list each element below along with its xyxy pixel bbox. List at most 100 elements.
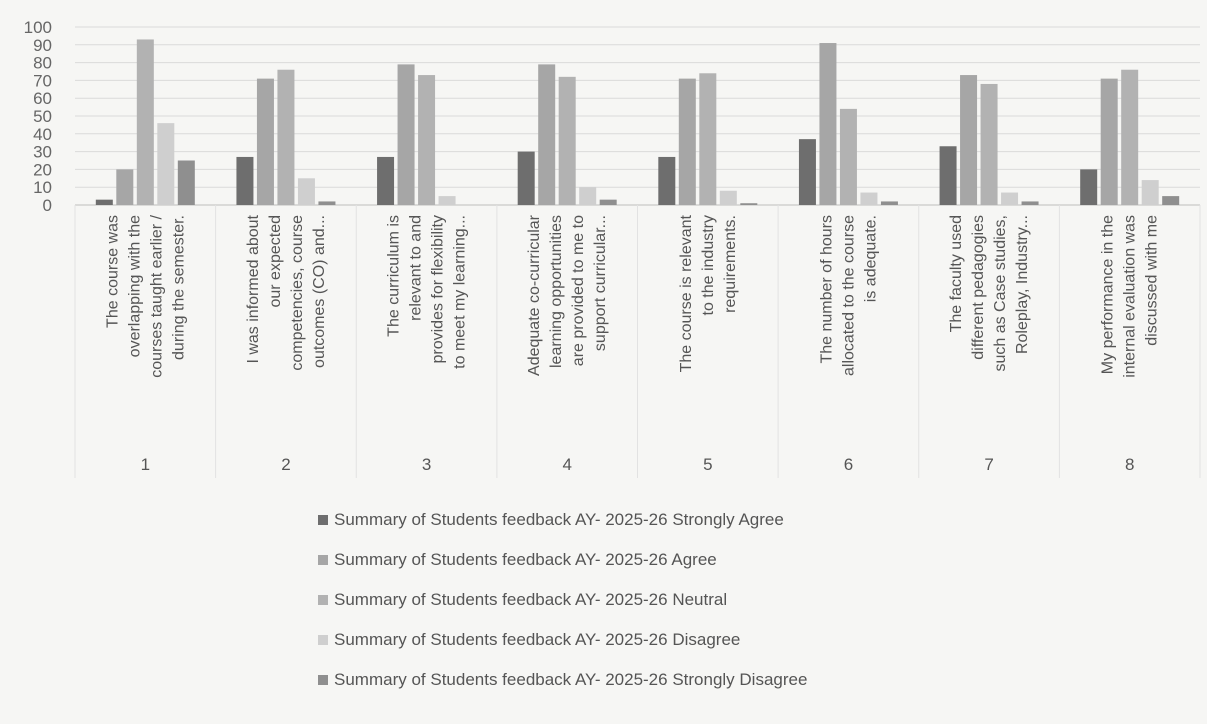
bar bbox=[939, 146, 957, 205]
bar bbox=[658, 156, 676, 205]
bar bbox=[579, 187, 597, 205]
bar bbox=[1121, 69, 1139, 205]
category-label-line: My performance in the bbox=[1100, 215, 1117, 374]
bar bbox=[558, 76, 576, 205]
category-label-line: Adequate co-curricular bbox=[526, 214, 543, 376]
category-label-line: courses taught earlier / bbox=[148, 214, 165, 377]
bar bbox=[438, 196, 456, 205]
bar bbox=[157, 123, 175, 205]
bar bbox=[297, 178, 315, 205]
legend-item: Summary of Students feedback AY- 2025-26… bbox=[318, 540, 807, 580]
bar bbox=[136, 39, 154, 206]
category-number: 6 bbox=[844, 455, 853, 474]
category-label-line: different pedagogies bbox=[970, 215, 987, 360]
bar bbox=[699, 73, 717, 205]
legend-item: Summary of Students feedback AY- 2025-26… bbox=[318, 500, 807, 540]
y-tick-label: 30 bbox=[33, 143, 52, 162]
legend-swatch bbox=[318, 515, 328, 525]
category-label-line: learning opportunities bbox=[548, 215, 565, 368]
bar bbox=[538, 64, 556, 205]
legend-item: Summary of Students feedback AY- 2025-26… bbox=[318, 620, 807, 660]
bar bbox=[880, 201, 898, 205]
bar bbox=[819, 43, 837, 205]
bar bbox=[116, 169, 134, 205]
bar bbox=[839, 108, 857, 205]
category-label-line: The curriculum is bbox=[386, 215, 403, 337]
category-label-line: I was informed about bbox=[245, 214, 262, 363]
bar bbox=[1100, 78, 1118, 205]
category-number: 4 bbox=[562, 455, 571, 474]
bar bbox=[1001, 192, 1019, 205]
legend: Summary of Students feedback AY- 2025-26… bbox=[318, 500, 807, 700]
bar bbox=[1021, 201, 1039, 205]
bar bbox=[960, 75, 978, 205]
category-label-line: is adequate. bbox=[862, 215, 879, 302]
category-number: 3 bbox=[422, 455, 431, 474]
category-label-line: discussed with me bbox=[1144, 215, 1161, 346]
category-label-line: Roleplay, Industry... bbox=[1014, 215, 1031, 354]
y-tick-label: 0 bbox=[43, 196, 52, 215]
bar bbox=[95, 199, 113, 205]
legend-label: Summary of Students feedback AY- 2025-26… bbox=[334, 550, 717, 569]
bar bbox=[678, 78, 696, 205]
category-label-line: requirements. bbox=[722, 215, 739, 313]
bar bbox=[1162, 196, 1180, 205]
y-tick-label: 20 bbox=[33, 160, 52, 179]
legend-label: Summary of Students feedback AY- 2025-26… bbox=[334, 590, 728, 609]
category-label-line: support curricular... bbox=[592, 215, 609, 351]
legend-item: Summary of Students feedback AY- 2025-26… bbox=[318, 660, 807, 700]
bar bbox=[377, 156, 395, 205]
category-label-line: internal evaluation was bbox=[1122, 215, 1139, 378]
bar bbox=[1141, 180, 1159, 205]
category-label-line: allocated to the course bbox=[840, 215, 857, 376]
category-label-line: during the semester. bbox=[170, 215, 187, 360]
y-tick-label: 70 bbox=[33, 71, 52, 90]
category-label-line: competencies, course bbox=[289, 215, 306, 371]
category-label-line: are provided to me to bbox=[570, 215, 587, 366]
y-tick-label: 100 bbox=[24, 18, 52, 37]
bar bbox=[798, 139, 816, 205]
legend-swatch bbox=[318, 555, 328, 565]
category-number: 7 bbox=[984, 455, 993, 474]
category-label-line: our expected bbox=[267, 215, 284, 308]
category-label-line: The number of hours bbox=[818, 215, 835, 364]
bar bbox=[236, 156, 254, 205]
bar bbox=[719, 190, 737, 205]
legend-label: Summary of Students feedback AY- 2025-26… bbox=[334, 670, 808, 689]
category-number: 2 bbox=[281, 455, 290, 474]
category-number: 1 bbox=[141, 455, 150, 474]
category-label-line: overlapping with the bbox=[126, 215, 143, 357]
legend-label: Summary of Students feedback AY- 2025-26… bbox=[334, 630, 741, 649]
y-tick-label: 50 bbox=[33, 107, 52, 126]
y-tick-label: 80 bbox=[33, 54, 52, 73]
bar bbox=[318, 201, 336, 205]
category-label-line: to the industry bbox=[700, 215, 717, 316]
category-label-line: relevant to and bbox=[408, 215, 425, 321]
legend-swatch bbox=[318, 595, 328, 605]
bar bbox=[740, 203, 758, 205]
category-number: 8 bbox=[1125, 455, 1134, 474]
category-label-line: The course was bbox=[104, 215, 121, 328]
y-tick-label: 10 bbox=[33, 178, 52, 197]
bars bbox=[95, 39, 1180, 206]
category-label-line: such as Case studies, bbox=[992, 215, 1009, 372]
bar bbox=[397, 64, 415, 205]
category-label-line: outcomes (CO) and... bbox=[311, 215, 328, 368]
category-label-line: provides for flexibility bbox=[430, 215, 447, 364]
bar bbox=[1080, 169, 1098, 205]
category-number: 5 bbox=[703, 455, 712, 474]
bar bbox=[860, 192, 878, 205]
legend-item: Summary of Students feedback AY- 2025-26… bbox=[318, 580, 807, 620]
y-tick-label: 90 bbox=[33, 36, 52, 55]
legend-swatch bbox=[318, 635, 328, 645]
legend-swatch bbox=[318, 675, 328, 685]
category-label-line: to meet my learning... bbox=[452, 215, 469, 369]
y-tick-label: 60 bbox=[33, 89, 52, 108]
bar bbox=[177, 160, 195, 205]
category-label-line: The course is relevant bbox=[678, 214, 695, 372]
bar bbox=[517, 151, 535, 205]
legend-label: Summary of Students feedback AY- 2025-26… bbox=[334, 510, 784, 529]
category-labels: The course was overlapping with the course… bbox=[74, 205, 1201, 478]
